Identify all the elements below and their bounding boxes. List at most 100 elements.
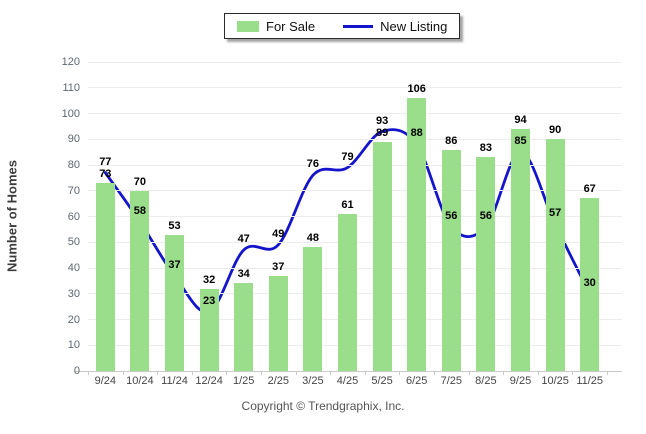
x-axis-tick	[399, 371, 401, 375]
line-value-label: 30	[583, 276, 596, 289]
bar-for-sale	[441, 149, 461, 371]
gridline-80	[88, 164, 622, 166]
x-axis-tick	[364, 371, 366, 375]
bar-for-sale	[476, 157, 496, 371]
y-tick-label-110: 110	[62, 81, 80, 94]
bar-for-sale	[338, 213, 357, 371]
bar-value-label: 83	[479, 142, 493, 155]
line-value-label: 76	[306, 158, 320, 171]
bar-for-sale	[268, 275, 288, 371]
bar-value-label: 73	[99, 168, 112, 181]
x-axis-tick	[607, 371, 608, 375]
x-axis-tick	[191, 371, 193, 375]
line-value-label: 56	[445, 209, 458, 222]
x-tick-label: 10/25	[541, 375, 569, 387]
line-value-label: 79	[341, 150, 354, 163]
x-tick-label: 9/24	[94, 375, 116, 387]
bar-value-label: 37	[272, 260, 285, 273]
new-listing-line-icon	[343, 24, 374, 28]
x-tick-label: 5/25	[371, 375, 393, 387]
y-tick-label-70: 70	[67, 184, 80, 197]
line-value-label: 88	[410, 127, 423, 140]
x-tick-label: 3/25	[302, 375, 324, 387]
for-sale-swatch-icon	[237, 20, 259, 32]
bar-for-sale	[372, 141, 392, 371]
x-tick-label: 2/25	[267, 375, 289, 387]
bar-value-label: 61	[341, 198, 354, 211]
bar-value-label: 67	[583, 183, 596, 196]
x-tick-label: 11/24	[161, 375, 188, 387]
bar-value-label: 70	[133, 175, 147, 188]
legend-label-new-listing: New Listing	[380, 18, 448, 34]
line-value-label: 23	[202, 294, 216, 307]
line-value-label: 47	[237, 232, 250, 245]
y-tick-label-100: 100	[61, 107, 80, 120]
bar-value-label: 53	[168, 219, 181, 232]
gridline-90	[88, 138, 622, 140]
bar-for-sale	[303, 247, 323, 371]
copyright-text: Copyright © Trendgraphix, Inc.	[241, 399, 405, 413]
bar-for-sale	[95, 183, 115, 371]
line-value-label: 57	[548, 207, 562, 220]
x-axis-tick	[295, 371, 297, 375]
bar-value-label: 106	[407, 83, 426, 96]
line-value-label: 49	[272, 227, 285, 240]
gridline-100	[88, 113, 622, 114]
y-tick-label-120: 120	[61, 56, 80, 68]
line-value-label: 85	[514, 135, 527, 148]
x-tick-label: 8/25	[475, 375, 497, 387]
y-axis-title: Number of Homes	[4, 160, 20, 272]
x-tick-label: 4/25	[336, 375, 359, 387]
x-tick-label: 11/25	[576, 375, 604, 387]
bar-value-label: 89	[375, 126, 389, 139]
line-value-label: 37	[168, 258, 181, 271]
x-axis-tick	[572, 371, 574, 375]
legend-label-for-sale: For Sale	[266, 18, 316, 34]
x-tick-label: 10/24	[126, 375, 154, 387]
y-tick-label-0: 0	[73, 365, 80, 377]
bar-for-sale	[234, 283, 254, 371]
x-tick-label: 6/25	[405, 375, 428, 387]
line-value-label: 58	[133, 204, 147, 217]
gridline-0	[74, 370, 622, 372]
x-axis-tick	[226, 371, 228, 375]
y-tick-label-60: 60	[67, 210, 80, 223]
y-tick-label-20: 20	[67, 313, 80, 326]
bar-for-sale	[545, 139, 565, 371]
bar-value-label: 48	[306, 232, 320, 245]
x-axis-tick	[468, 371, 470, 375]
y-tick-label-40: 40	[67, 262, 80, 274]
gridline-120	[88, 61, 622, 63]
plot-area: 73 77 70 58 53 37 32 23 34 47 37 49 48 76 61 79 89 93 106 8…	[74, 61, 622, 375]
bar-value-label: 86	[445, 134, 458, 147]
bar-for-sale	[407, 98, 427, 371]
x-tick-label: 7/25	[440, 375, 462, 387]
x-axis-tick	[88, 371, 89, 375]
x-axis-tick	[157, 371, 159, 375]
x-axis-tick	[330, 371, 332, 375]
bar-for-sale	[165, 234, 184, 371]
x-axis-tick	[261, 371, 262, 375]
bar-for-sale	[130, 190, 150, 371]
bar-for-sale	[580, 198, 600, 371]
x-axis-tick	[503, 371, 505, 375]
gridline-110	[88, 87, 622, 89]
x-tick-label: 9/25	[509, 375, 532, 387]
bar-value-label: 32	[202, 273, 216, 286]
x-tick-label: 1/25	[232, 375, 255, 387]
x-axis-tick	[537, 371, 539, 375]
gridline-70	[88, 190, 622, 192]
line-value-label: 93	[375, 114, 389, 127]
bar-for-sale	[511, 128, 530, 371]
legend: For Sale New Listing	[224, 13, 461, 39]
bar-value-label: 34	[237, 268, 250, 281]
x-tick-label: 12/24	[195, 375, 223, 387]
bar-for-sale	[199, 288, 219, 371]
line-value-label: 56	[479, 209, 493, 222]
bar-value-label: 90	[548, 124, 562, 137]
x-axis-tick	[434, 371, 435, 375]
y-tick-label-30: 30	[67, 287, 80, 300]
line-value-label: 77	[99, 155, 112, 168]
y-tick-label-10: 10	[67, 339, 80, 352]
